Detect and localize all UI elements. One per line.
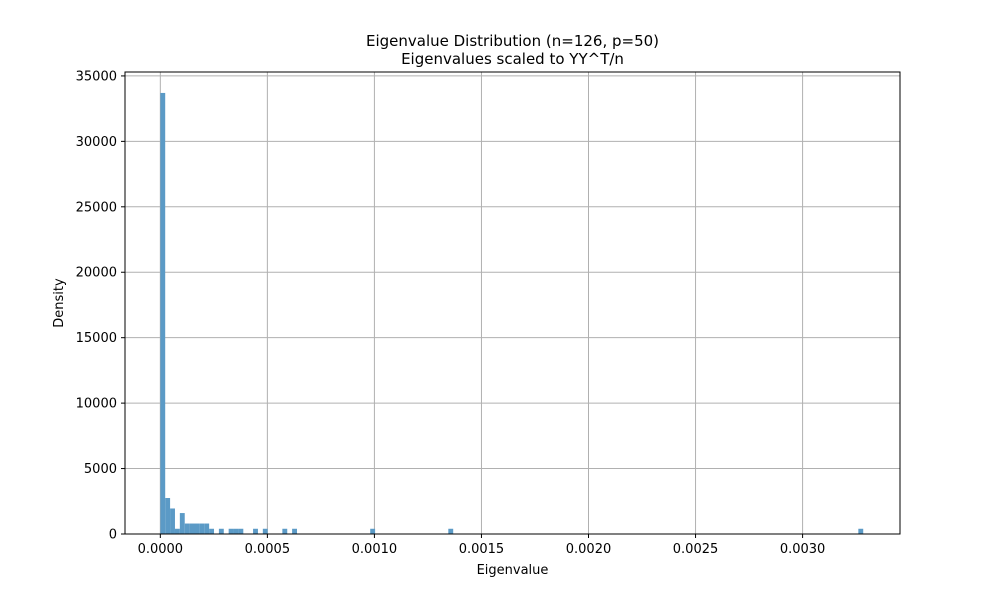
histogram-bar xyxy=(194,523,200,534)
grid-lines xyxy=(125,72,900,535)
plot-frame xyxy=(124,71,901,535)
x-axis-ticks: 0.0000 0.0005 0.0010 0.0015 0.0020 0.0025 0.00… xyxy=(138,534,826,557)
y-tick-label: 10000 xyxy=(76,397,117,412)
histogram-bar xyxy=(282,528,288,534)
y-tick-label: 0 xyxy=(109,528,117,543)
histogram-bar xyxy=(262,528,268,534)
y-tick-label: 5000 xyxy=(84,462,117,477)
y-axis-ticks: 0 5000 10000 15000 20000 25000 30000 35000 xyxy=(76,69,125,543)
y-tick-label: 25000 xyxy=(76,200,117,215)
histogram-bar xyxy=(204,523,210,534)
x-tick-label: 0.0000 xyxy=(138,542,184,557)
histogram-bar xyxy=(174,528,180,534)
histogram-bar xyxy=(238,528,244,534)
x-tick-label: 0.0015 xyxy=(459,542,505,557)
histogram-bar xyxy=(184,523,190,534)
x-tick-label: 0.0020 xyxy=(566,542,612,557)
x-axis-label: Eigenvalue xyxy=(477,563,549,578)
y-tick-label: 35000 xyxy=(76,69,117,84)
histogram-bar xyxy=(448,528,454,534)
y-tick-label: 30000 xyxy=(76,135,117,150)
x-tick-label: 0.0030 xyxy=(780,542,826,557)
chart-subtitle: Eigenvalues scaled to YY^T/n xyxy=(401,50,624,68)
chart-title: Eigenvalue Distribution (n=126, p=50) xyxy=(366,32,659,50)
histogram-bar xyxy=(233,528,239,534)
histogram-bar xyxy=(199,523,205,534)
histogram-bar xyxy=(209,528,215,534)
histogram-bar xyxy=(179,513,185,534)
histogram-bar xyxy=(858,528,864,534)
y-tick-label: 20000 xyxy=(76,266,117,281)
histogram-bar xyxy=(228,528,234,534)
y-axis-label: Density xyxy=(52,278,67,328)
x-tick-label: 0.0010 xyxy=(352,542,398,557)
x-tick-label: 0.0005 xyxy=(245,542,291,557)
histogram-bar xyxy=(370,528,376,534)
histogram-bar xyxy=(189,523,195,534)
histogram-bar xyxy=(170,508,175,534)
x-tick-label: 0.0025 xyxy=(673,542,719,557)
y-tick-label: 15000 xyxy=(76,331,117,346)
histogram-bar xyxy=(165,498,171,534)
histogram-bar xyxy=(160,92,166,534)
histogram-bar xyxy=(253,528,258,534)
histogram-bar xyxy=(292,528,297,534)
histogram-bars xyxy=(160,92,864,534)
histogram-bar xyxy=(218,528,224,534)
